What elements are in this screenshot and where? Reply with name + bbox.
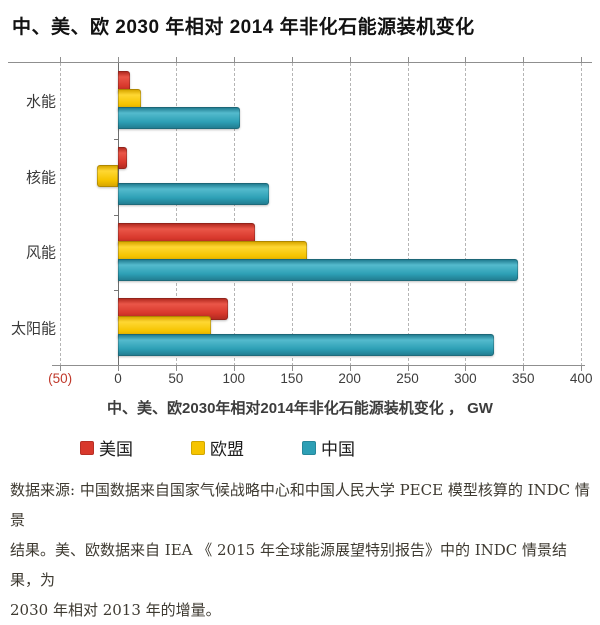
- chart-title: 中、美、欧 2030 年相对 2014 年非化石能源装机变化: [12, 17, 475, 38]
- category-boundary-tick: [114, 290, 118, 292]
- top-axis-tick: [465, 57, 467, 62]
- legend-item-eu: 欧盟: [191, 435, 244, 460]
- data-source-line: 结果。美、欧数据来自 IEA 《 2015 年全球能源展望特别报告》中的 IND…: [10, 541, 568, 589]
- x-tick-label: 300: [454, 371, 477, 386]
- bottom-axis-tick: [581, 366, 583, 371]
- gridline: [60, 63, 62, 366]
- bar-美国-核能: [118, 146, 128, 169]
- x-axis-line: [52, 365, 586, 366]
- gridline: [349, 63, 351, 366]
- bottom-axis-tick: [291, 366, 293, 371]
- legend-label-us: 美国: [99, 440, 133, 459]
- x-tick-label: 350: [512, 371, 535, 386]
- legend-label-china: 中国: [321, 440, 355, 459]
- x-tick-label: 200: [338, 371, 361, 386]
- bar-中国-太阳能: [118, 334, 495, 357]
- bar-中国-核能: [118, 182, 269, 205]
- top-axis-tick: [291, 57, 293, 62]
- category-label: 风能: [25, 244, 56, 262]
- category-label: 水能: [25, 93, 56, 111]
- top-axis-tick: [233, 57, 235, 62]
- zero-axis-line: [118, 63, 119, 366]
- x-tick-label: (50): [48, 371, 73, 386]
- bottom-axis-tick: [60, 366, 62, 371]
- data-source-note: 数据来源: 中国数据来自国家气候战略中心和中国人民大学 PECE 模型核算的 I…: [10, 475, 590, 625]
- bar-中国-风能: [118, 258, 518, 281]
- x-tick-label: 400: [569, 371, 593, 386]
- category-row: 太阳能: [8, 290, 592, 366]
- gridline: [523, 63, 525, 366]
- category-row: 水能: [8, 63, 592, 139]
- legend-item-us: 美国: [80, 435, 133, 460]
- x-tick-label: 100: [222, 371, 246, 386]
- gridline: [233, 63, 235, 366]
- bottom-axis-tick: [175, 366, 177, 371]
- x-axis-title: 中、美、欧2030年相对2014年非化石能源装机变化 ， GW: [107, 400, 493, 417]
- bottom-axis-tick: [465, 366, 467, 371]
- top-axis-tick: [407, 57, 409, 62]
- category-label: 太阳能: [10, 320, 56, 338]
- gridline: [581, 63, 583, 366]
- top-axis-tick: [175, 57, 177, 62]
- gridline: [407, 63, 409, 366]
- x-tick-label: 250: [396, 371, 419, 386]
- top-axis-tick: [118, 57, 119, 62]
- bottom-axis-tick: [349, 366, 351, 371]
- category-row: 核能: [8, 139, 592, 215]
- eu-series-swatch-icon: [191, 440, 205, 455]
- category-label: 核能: [25, 169, 56, 187]
- gridline: [291, 63, 293, 366]
- x-tick-label: 50: [168, 371, 184, 386]
- bottom-axis-tick: [407, 366, 409, 371]
- bottom-axis-tick: [523, 366, 525, 371]
- plot-area: 水能核能风能太阳能: [8, 57, 592, 371]
- x-axis-tick-labels: (50) 0 50 100 150 200 250 300 350 400: [8, 366, 592, 388]
- gridline: [175, 63, 177, 366]
- data-source-line: 数据来源: 中国数据来自国家气候战略中心和中国人民大学 PECE 模型核算的 I…: [10, 481, 590, 529]
- legend: 美国 欧盟 中国: [80, 435, 600, 460]
- x-tick-label: 150: [280, 371, 303, 386]
- legend-item-china: 中国: [302, 435, 355, 460]
- chart-canvas: { "title": "中、美、欧 2030 年相对 2014 年非化石能源装机…: [8, 17, 600, 619]
- category-row: 风能: [8, 215, 592, 291]
- top-axis-tick: [581, 57, 583, 62]
- bottom-axis-tick: [118, 366, 119, 371]
- gridline: [465, 63, 467, 366]
- bar-欧盟-核能: [97, 164, 118, 187]
- legend-label-eu: 欧盟: [210, 440, 244, 459]
- top-axis-tick: [523, 57, 525, 62]
- data-source-line: 2030 年相对 2013 年的增量。: [10, 601, 221, 619]
- x-tick-label: 0: [114, 371, 122, 386]
- top-axis-tick: [349, 57, 351, 62]
- bottom-axis-tick: [233, 366, 235, 371]
- us-series-swatch-icon: [80, 440, 94, 455]
- top-axis-tick: [60, 57, 62, 62]
- category-boundary-tick: [114, 214, 118, 216]
- bar-中国-水能: [118, 107, 240, 129]
- china-series-swatch-icon: [302, 440, 316, 455]
- category-boundary-tick: [114, 138, 118, 140]
